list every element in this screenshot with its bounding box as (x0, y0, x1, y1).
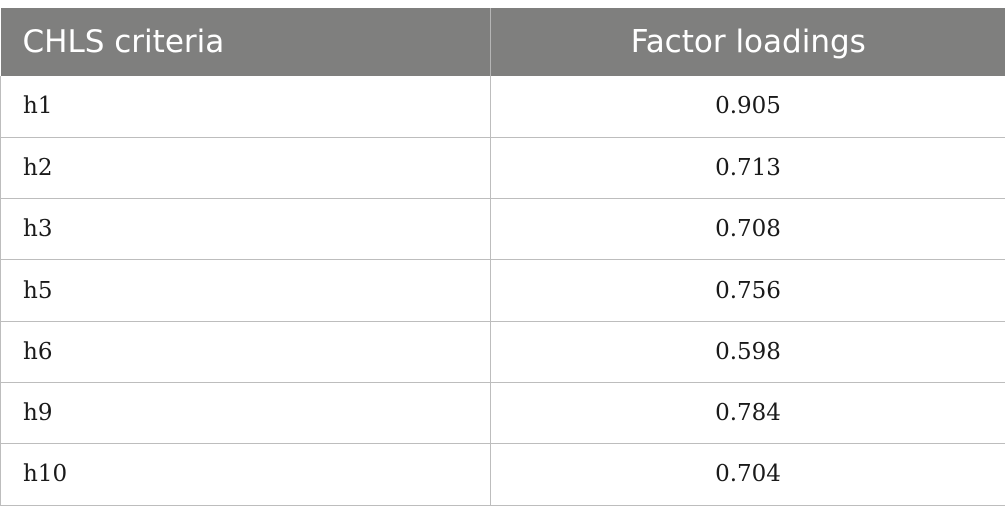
criteria-cell: h1 (0, 76, 491, 138)
header-factor-loadings: Factor loadings (630, 24, 866, 60)
loading-cell: 0.713 (490, 137, 1005, 200)
table-header-row: CHLS criteria Factor loadings (0, 8, 1005, 76)
table-row: h6 0.598 (0, 321, 1005, 383)
table-row: h1 0.905 (0, 76, 1005, 138)
header-chls-criteria: CHLS criteria (0, 8, 491, 76)
factor-loadings-table-container: CHLS criteria Factor loadings h1 0.905 h… (0, 8, 1005, 506)
loading-cell: 0.704 (490, 443, 1005, 506)
table-row: h9 0.784 (0, 382, 1005, 445)
criteria-cell: h3 (0, 198, 491, 261)
criteria-cell: h10 (0, 443, 491, 506)
table-row: h10 0.704 (0, 443, 1005, 506)
criteria-cell: h9 (0, 382, 491, 445)
loading-cell: 0.598 (490, 321, 1005, 383)
table-row: h2 0.713 (0, 137, 1005, 200)
table-row: h3 0.708 (0, 198, 1005, 261)
criteria-cell: h5 (0, 259, 491, 322)
factor-loadings-table: CHLS criteria Factor loadings h1 0.905 h… (0, 8, 1005, 506)
criteria-cell: h2 (0, 137, 491, 200)
loading-cell: 0.756 (490, 259, 1005, 322)
loading-cell: 0.905 (490, 76, 1005, 138)
criteria-cell: h6 (0, 321, 491, 383)
loading-cell: 0.784 (490, 382, 1005, 445)
table-row: h5 0.756 (0, 259, 1005, 322)
loading-cell: 0.708 (490, 198, 1005, 261)
